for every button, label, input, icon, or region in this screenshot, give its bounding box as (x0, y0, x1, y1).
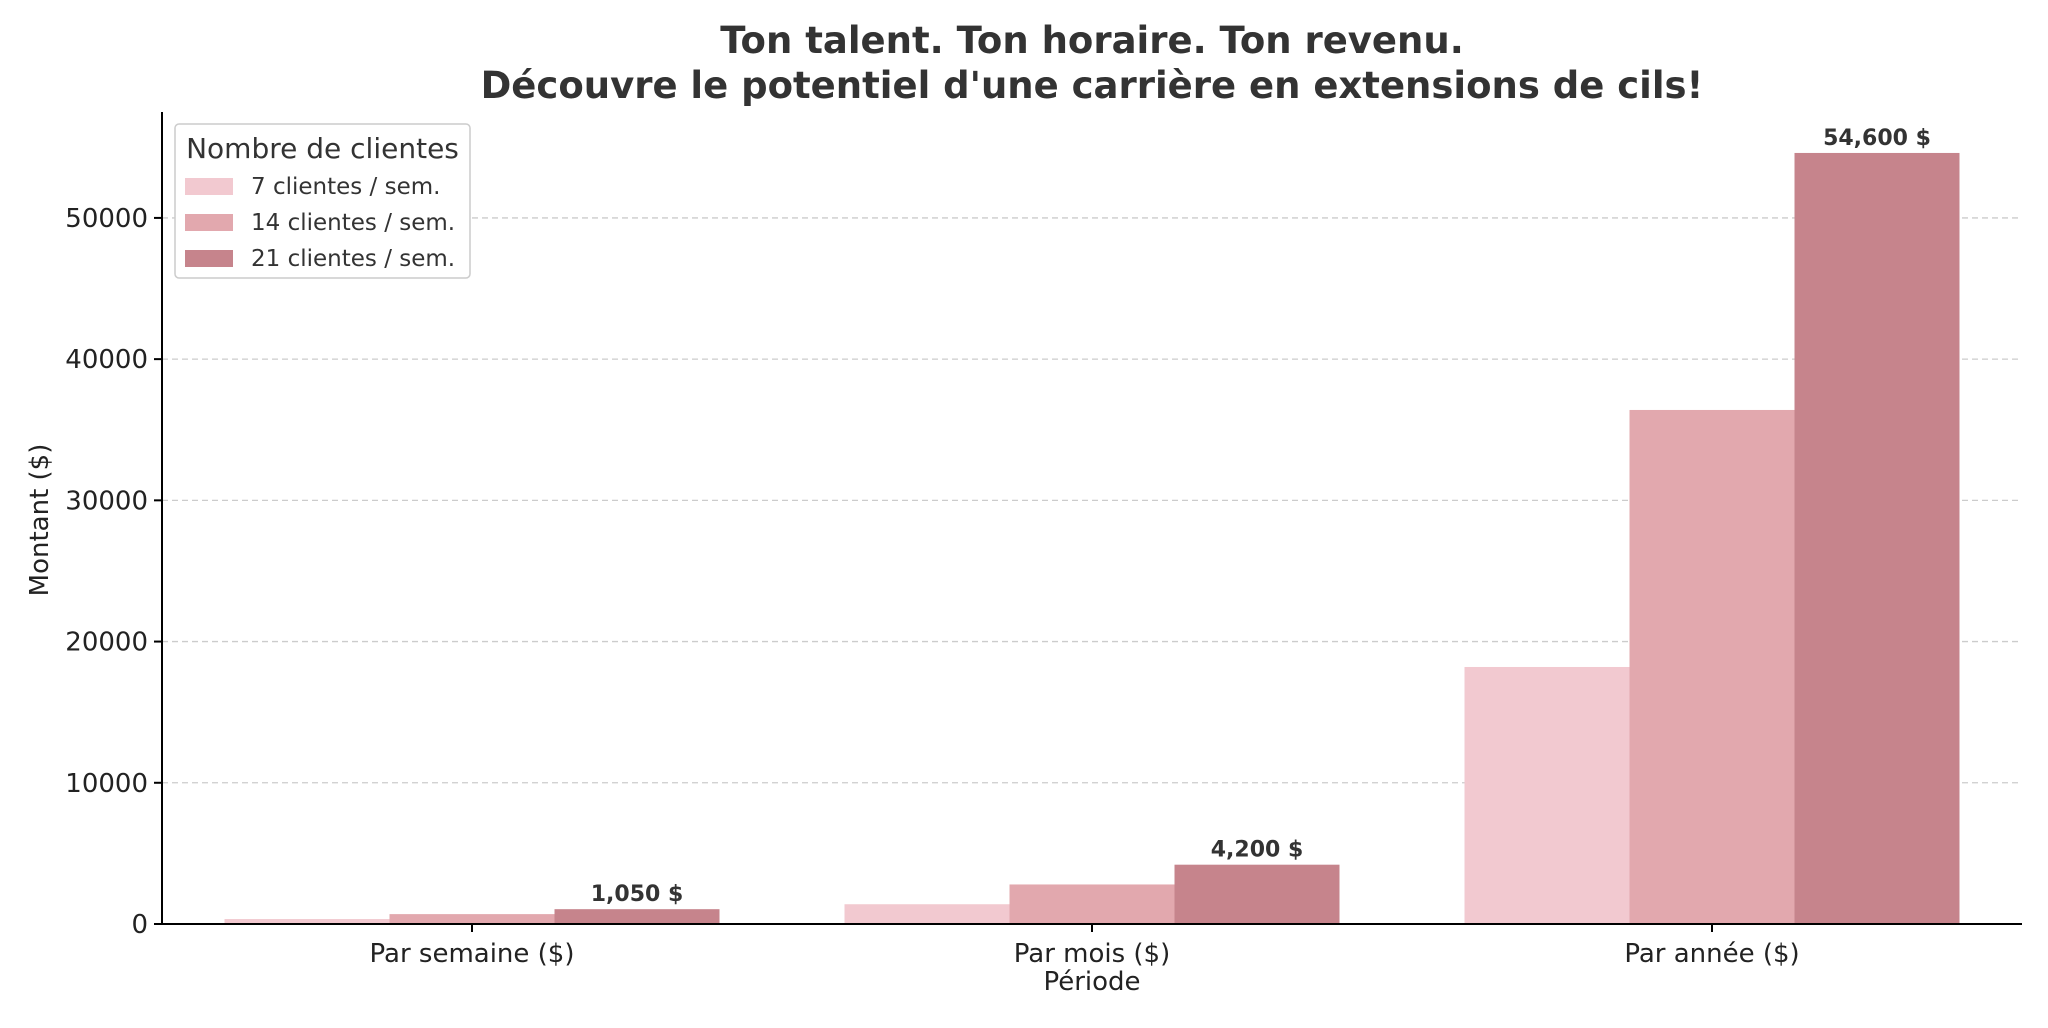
y-tick-label: 30000 (65, 486, 148, 516)
bar-2-series-2 (1009, 884, 1175, 924)
data-label: 54,600 $ (1823, 126, 1931, 151)
data-labels: 1,050 $ 4,200 $ 54,600 $ (591, 126, 1931, 907)
legend-swatch (185, 178, 233, 195)
bar-3-series-2 (1629, 409, 1795, 924)
data-label: 4,200 $ (1211, 838, 1304, 863)
bar-2-series-3 (1174, 864, 1340, 924)
bar-1-series-2 (389, 914, 555, 924)
legend-swatch (185, 214, 233, 231)
bar-3-series-3 (1794, 152, 1960, 924)
x-axis-label: Période (1043, 967, 1140, 997)
x-tick-label: Par année ($) (1624, 939, 1799, 969)
y-tick-label: 10000 (65, 769, 148, 799)
bar-1-series-3 (554, 909, 720, 924)
x-tick-label: Par mois ($) (1014, 939, 1171, 969)
legend-swatch (185, 250, 233, 267)
bar-2-series-1 (844, 904, 1010, 924)
legend-title: Nombre de clientes (186, 132, 459, 165)
bar-3-series-1 (1464, 666, 1630, 924)
data-label: 1,050 $ (591, 882, 684, 907)
y-tick-label: 40000 (65, 345, 148, 375)
bar-1-series-1 (224, 919, 390, 924)
axes: 0 10000 20000 30000 40000 50000 Par semaine ($… (65, 112, 2022, 969)
y-tick-label: 50000 (65, 204, 148, 234)
bars (224, 152, 1960, 924)
chart-title-line-2: Découvre le potentiel d'une carrière en … (481, 64, 1704, 107)
legend: Nombre de clientes 7 clientes / sem. 14 cl… (174, 123, 471, 279)
legend-entry-label: 21 clientes / sem. (251, 246, 455, 272)
legend-box (174, 123, 471, 279)
legend-entry-label: 14 clientes / sem. (251, 210, 455, 236)
legend-entry-label: 7 clientes / sem. (251, 174, 440, 200)
chart-title-line-1: Ton talent. Ton horaire. Ton revenu. (720, 19, 1464, 62)
y-tick-label: 0 (131, 910, 148, 940)
x-tick-label: Par semaine ($) (370, 939, 575, 969)
y-axis-label: Montant ($) (25, 444, 55, 597)
y-tick-label: 20000 (65, 628, 148, 658)
